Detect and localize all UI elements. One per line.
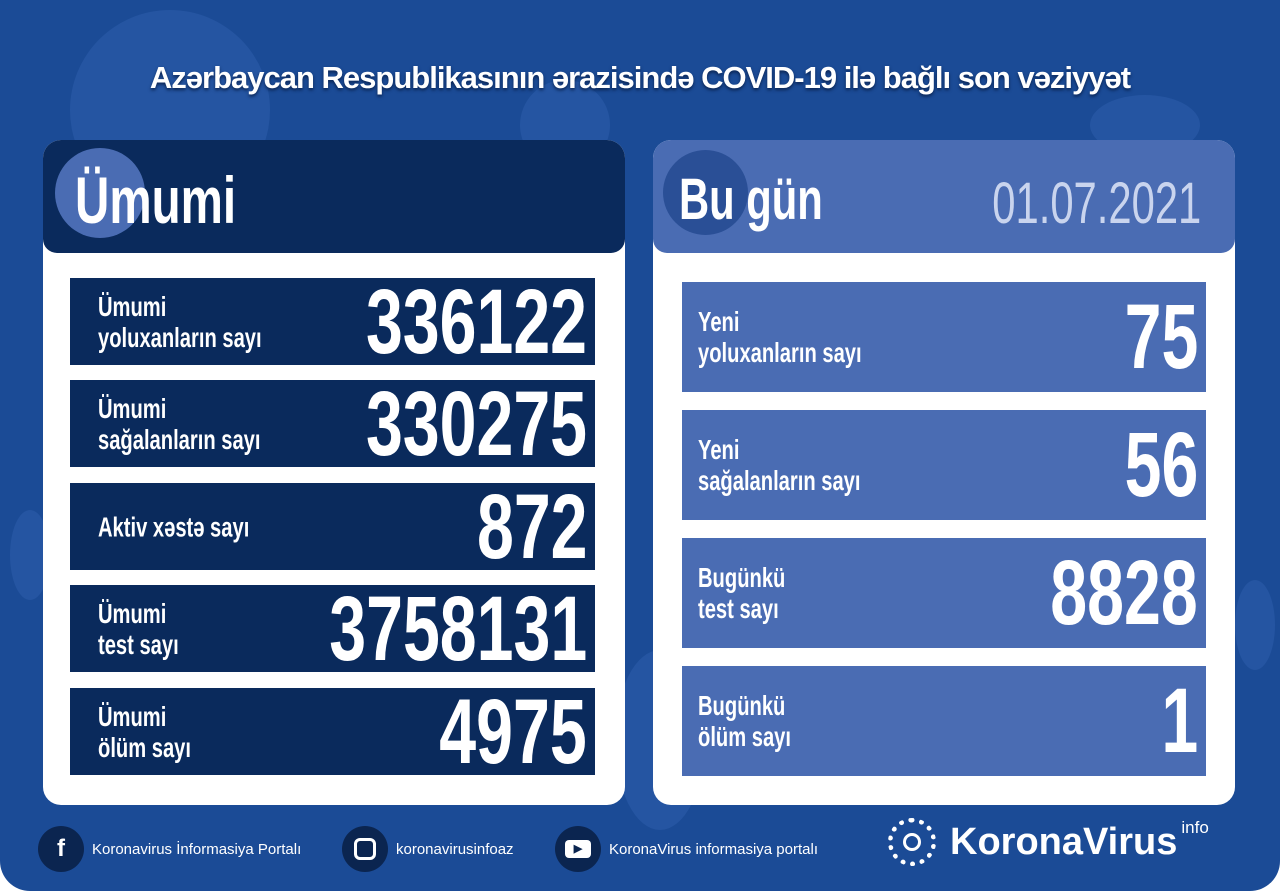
today-header: Bu gün 01.07.2021 [653, 140, 1235, 253]
instagram-link[interactable]: koronavirusinfoaz [342, 826, 514, 872]
stat-label: sağalanların sayı [98, 423, 261, 455]
stat-label: ölüm sayı [98, 731, 192, 763]
today-panel: Bu gün 01.07.2021 Yeni yoluxanların sayı … [653, 140, 1235, 805]
stat-value: 3758131 [329, 577, 587, 680]
youtube-icon: ▶ [555, 826, 601, 872]
facebook-label: Koronavirus İnformasiya Portalı [92, 840, 302, 858]
sun-virus-icon [888, 818, 936, 866]
facebook-icon: f [38, 826, 84, 872]
stat-row: Bugünkü ölüm sayı 1 [682, 666, 1206, 776]
instagram-icon [342, 826, 388, 872]
stat-label: test sayı [698, 593, 779, 624]
stat-row: Aktiv xəstə sayı 872 [70, 475, 595, 578]
stat-value: 75 [1124, 286, 1198, 388]
stat-value: 872 [476, 475, 587, 578]
stat-row: Bugünkü test sayı 8828 [682, 538, 1206, 648]
stat-label: Ümumi [98, 290, 167, 322]
stat-row: Ümumi test sayı 3758131 [70, 577, 595, 680]
stat-label: Ümumi [98, 392, 167, 424]
stat-label: Bugünkü [698, 690, 786, 721]
stat-row: Yeni sağalanların sayı 56 [682, 410, 1206, 520]
stat-label: Yeni [698, 434, 740, 465]
stat-label: Bugünkü [698, 562, 786, 593]
logo-sup: info [1181, 818, 1209, 837]
logo-text: KoronaVirus [950, 820, 1178, 863]
stat-label: Aktiv xəstə sayı [98, 511, 250, 542]
date: 01.07.2021 [991, 171, 1201, 236]
youtube-label: KoronaVirus informasiya portalı [609, 840, 818, 858]
koronavirus-logo: KoronaVirus info [888, 818, 1209, 866]
stat-value: 4975 [439, 680, 587, 783]
youtube-link[interactable]: ▶ KoronaVirus informasiya portalı [555, 826, 818, 872]
stat-value: 1 [1161, 670, 1198, 772]
stat-row: Ümumi sağalanların sayı 330275 [70, 372, 595, 475]
stat-value: 330275 [365, 372, 587, 475]
stat-value: 56 [1124, 414, 1198, 516]
stat-row: Ümumi yoluxanların sayı 336122 [70, 270, 595, 373]
stat-label: ölüm sayı [698, 721, 792, 752]
total-panel: Ümumi Ümumi yoluxanların sayı 336122 Ümum… [43, 140, 625, 805]
virus-decoration-icon [1235, 580, 1275, 670]
stat-row: Yeni yoluxanların sayı 75 [682, 282, 1206, 392]
stat-value: 8828 [1050, 542, 1198, 644]
stat-row: Ümumi ölüm sayı 4975 [70, 680, 595, 783]
total-header: Ümumi [43, 140, 625, 253]
stat-label: Ümumi [98, 597, 167, 629]
instagram-label: koronavirusinfoaz [396, 840, 514, 858]
today-heading: Bu gün [679, 167, 823, 232]
stat-label: yoluxanların sayı [698, 337, 862, 368]
facebook-link[interactable]: f Koronavirus İnformasiya Portalı [38, 826, 301, 872]
stat-label: test sayı [98, 628, 179, 660]
virus-icon [55, 148, 145, 238]
total-heading: Ümumi [75, 163, 237, 237]
stat-label: Ümumi [98, 700, 167, 732]
virus-icon [663, 150, 748, 235]
stat-label: yoluxanların sayı [98, 321, 262, 353]
page-title: Azərbaycan Respublikasının ərazisində CO… [149, 60, 1131, 95]
stat-value: 336122 [365, 270, 587, 373]
stat-label: Yeni [698, 306, 740, 337]
stat-label: sağalanların sayı [698, 465, 861, 496]
